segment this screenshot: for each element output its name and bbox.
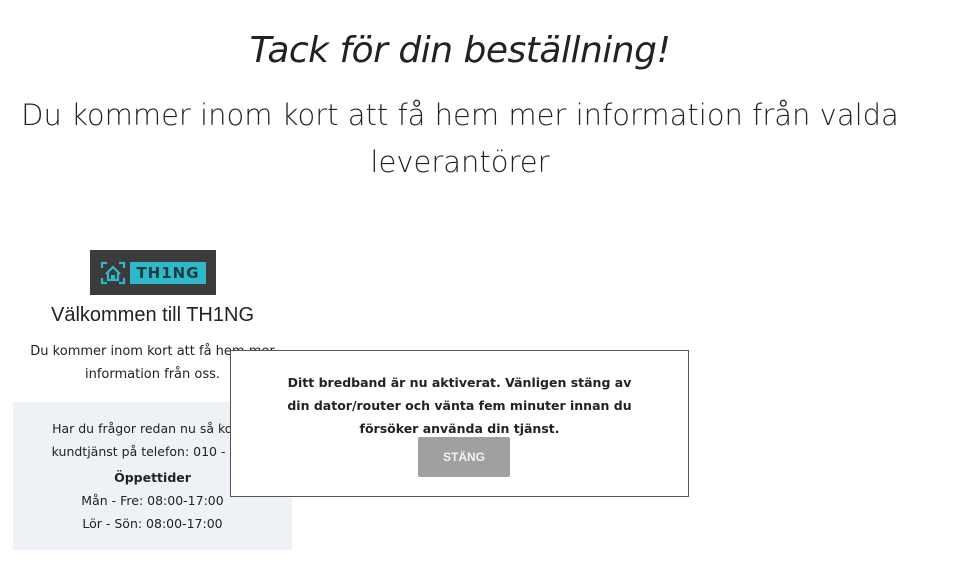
hours-weekend: Lör - Sön: 08:00-17:00 xyxy=(82,516,223,531)
modal-message: Ditt bredband är nu aktiverat. Vänligen … xyxy=(287,375,632,436)
intro-text: Du kommer inom kort att få hem mer infor… xyxy=(30,344,275,382)
contact-phone: kundtjänst på telefon: 010 - 252 xyxy=(51,444,254,459)
provider-logo: TH1NG xyxy=(90,250,216,295)
welcome-heading: Välkommen till TH1NG xyxy=(50,304,255,326)
hours-weekdays: Mån - Fre: 08:00-17:00 xyxy=(81,493,224,508)
activation-modal: Ditt bredband är nu aktiverat. Vänligen … xyxy=(230,350,689,497)
page-subtitle: Du kommer inom kort att få hem mer infor… xyxy=(21,98,899,179)
contact-text: Har du frågor redan nu så konta xyxy=(52,421,253,436)
house-icon xyxy=(101,261,126,284)
page-title: Tack för din beställning! xyxy=(249,30,671,71)
hours-title: Öppettider xyxy=(114,470,191,485)
close-button[interactable]: STÄNG xyxy=(418,437,510,477)
logo-text: TH1NG xyxy=(130,261,206,284)
